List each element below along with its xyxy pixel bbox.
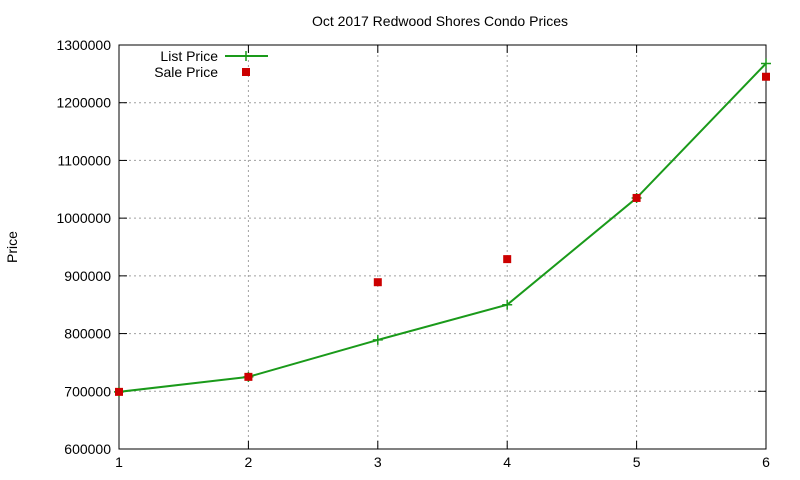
sale-price-point xyxy=(115,387,123,396)
y-tick-label: 600000 xyxy=(64,441,111,457)
y-tick-label: 1200000 xyxy=(56,95,111,111)
chart-title: Oct 2017 Redwood Shores Condo Prices xyxy=(312,13,568,29)
legend-label: Sale Price xyxy=(154,64,218,80)
x-tick-label: 2 xyxy=(245,454,253,470)
series-layer xyxy=(114,58,771,397)
list-price-point xyxy=(761,58,771,69)
y-tick-label: 900000 xyxy=(64,268,111,284)
y-tick-label: 1000000 xyxy=(56,210,111,226)
sale-price-point xyxy=(632,193,641,202)
list-price-point xyxy=(502,299,513,310)
y-tick-label: 1300000 xyxy=(56,37,111,53)
x-tick-label: 4 xyxy=(503,454,511,470)
x-tick-label: 3 xyxy=(374,454,382,470)
y-tick-label: 700000 xyxy=(64,383,111,399)
sale-price-point xyxy=(503,255,512,264)
plot-frame xyxy=(118,44,767,450)
sale-price-point xyxy=(762,72,770,81)
x-tick-label: 5 xyxy=(633,454,641,470)
legend-label: List Price xyxy=(160,48,218,64)
y-tick-label: 800000 xyxy=(64,326,111,342)
legend-cross-marker xyxy=(241,51,251,61)
list-price-point xyxy=(372,334,383,345)
legend-square-marker xyxy=(242,68,250,76)
y-axis-label: Price xyxy=(4,231,20,263)
sale-price-point xyxy=(244,372,253,381)
axis-ticks: 6000007000008000009000001000000110000012… xyxy=(56,37,770,470)
x-tick-label: 1 xyxy=(115,454,123,470)
list-price-line xyxy=(118,62,767,393)
grid-lines xyxy=(119,45,766,449)
sale-price-point xyxy=(373,278,382,287)
x-tick-label: 6 xyxy=(762,454,770,470)
y-tick-label: 1100000 xyxy=(58,152,112,168)
